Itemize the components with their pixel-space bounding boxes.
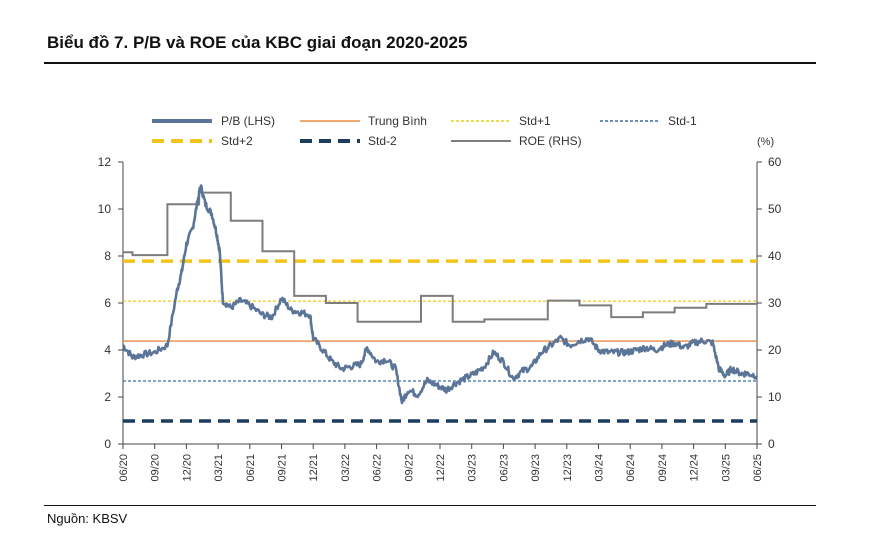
series — [122, 184, 759, 405]
legend-label-stdm2: Std-2 — [368, 134, 397, 148]
right-axis-tick-label: 60 — [768, 155, 782, 169]
x-axis-tick-label: 03/25 — [720, 454, 732, 482]
x-axis-tick-label: 09/21 — [277, 454, 289, 482]
x-axis-tick-label: 03/22 — [340, 454, 352, 482]
x-axis-tick-label: 12/22 — [435, 454, 447, 482]
x-axis-tick-label: 12/24 — [689, 454, 701, 482]
legend-label-std2: Std+2 — [221, 134, 253, 148]
left-axis-tick-label: 8 — [104, 249, 111, 263]
x-axis-tick-label: 03/21 — [213, 454, 225, 482]
x-axis-tick-label: 06/23 — [498, 454, 510, 482]
x-axis-tick-label: 09/24 — [657, 454, 669, 482]
right-axis-tick-label: 40 — [768, 249, 782, 263]
legend-label-roe: ROE (RHS) — [519, 134, 582, 148]
x-axis-tick-label: 12/23 — [562, 454, 574, 482]
x-axis-tick-label: 09/20 — [150, 454, 162, 482]
right-axis-tick-label: 10 — [768, 390, 782, 404]
right-axis-tick-label: 20 — [768, 343, 782, 357]
roe-series-line — [123, 191, 757, 323]
right-axis-tick-label: 50 — [768, 202, 782, 216]
pb-series-line — [122, 184, 759, 405]
left-axis-tick-label: 2 — [104, 390, 111, 404]
source-rule — [44, 505, 816, 506]
left-axis-tick-label: 10 — [98, 202, 112, 216]
x-axis-tick-label: 06/22 — [372, 454, 384, 482]
x-axis-tick-label: 12/21 — [308, 454, 320, 482]
left-axis-tick-label: 4 — [104, 343, 111, 357]
source-note: Nguồn: KBSV — [47, 511, 128, 526]
chart: P/B (LHS) Trung Bình Std+1 Std-1 Std+2 S… — [98, 114, 782, 482]
x-axis-tick-label: 03/24 — [594, 454, 606, 482]
x-axis-tick-label: 12/20 — [181, 454, 193, 482]
x-axis-tick-label: 06/20 — [118, 454, 130, 482]
left-axis-tick-label: 6 — [104, 296, 111, 310]
title-rule — [44, 62, 816, 64]
legend-label-std1: Std+1 — [519, 114, 551, 128]
x-axis-tick-label: 09/22 — [403, 454, 415, 482]
x-axis-tick-label: 06/25 — [752, 454, 764, 482]
x-axis-tick-label: 06/24 — [625, 454, 637, 482]
right-axis-tick-label: 30 — [768, 296, 782, 310]
legend: P/B (LHS) Trung Bình Std+1 Std-1 Std+2 S… — [152, 114, 697, 148]
axes: 0 2 4 6 8 10 12 0 10 20 30 40 50 60 06/20 09/20 12/20 03/… — [98, 155, 782, 482]
legend-label-pb: P/B (LHS) — [221, 114, 275, 128]
x-axis-tick-label: 06/21 — [245, 454, 257, 482]
left-axis-tick-label: 0 — [104, 437, 111, 451]
left-axis-tick-label: 12 — [98, 155, 112, 169]
right-axis-tick-label: 0 — [768, 437, 775, 451]
chart-title: Biểu đồ 7. P/B và ROE của KBC giai đoạn … — [47, 33, 468, 52]
right-axis-unit: (%) — [757, 136, 774, 148]
legend-label-stdm1: Std-1 — [668, 114, 697, 128]
x-axis-tick-label: 09/23 — [530, 454, 542, 482]
legend-label-mean: Trung Bình — [368, 114, 427, 128]
reference-lines — [123, 259, 757, 423]
x-axis-tick-label: 03/23 — [467, 454, 479, 482]
